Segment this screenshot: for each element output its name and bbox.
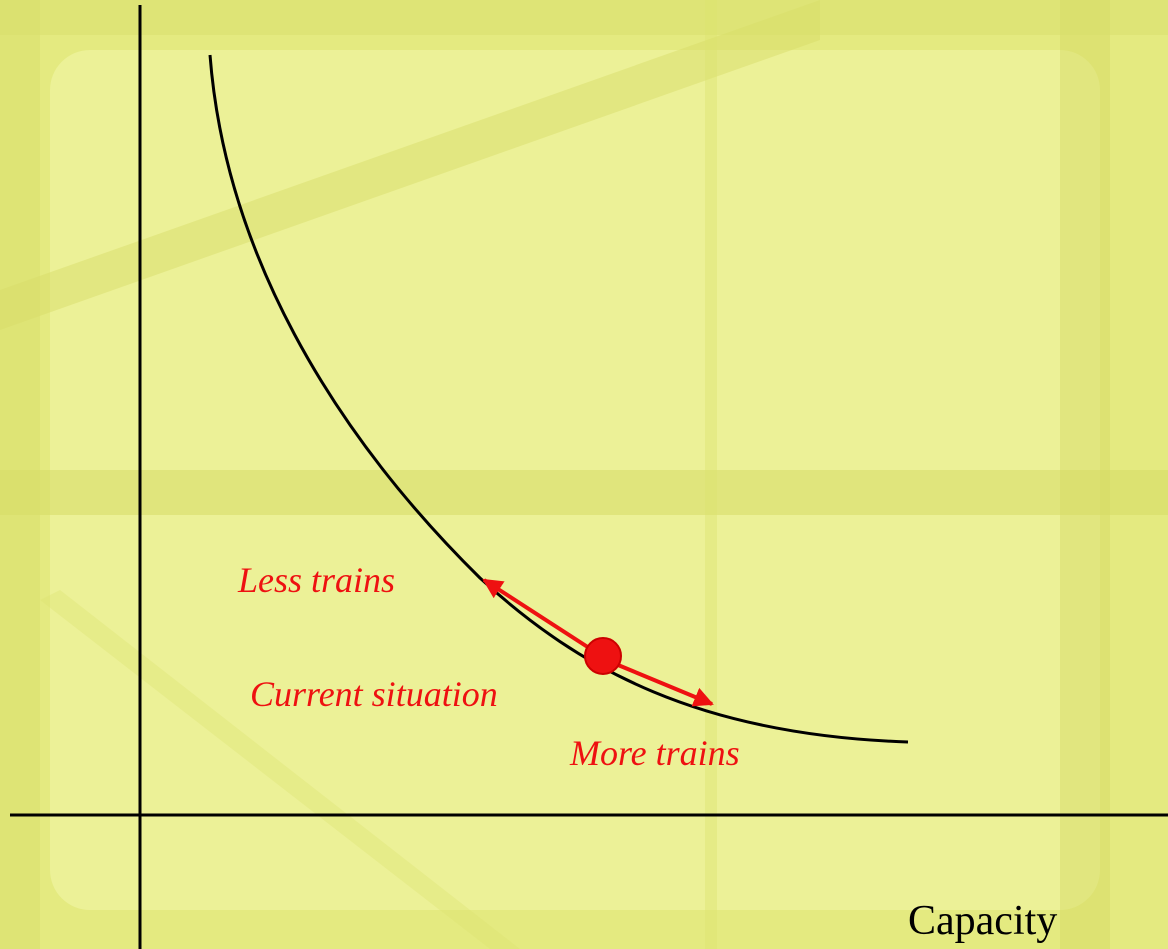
page: Less trains Current situation More train… [0,0,1168,949]
current-label: Current situation [250,674,498,714]
less-label: Less trains [237,560,395,600]
diagram: Less trains Current situation More train… [0,0,1168,949]
current-point [585,638,621,674]
x-axis-label: Capacity [908,898,1057,944]
more-label: More trains [569,733,740,773]
background [0,0,1168,949]
